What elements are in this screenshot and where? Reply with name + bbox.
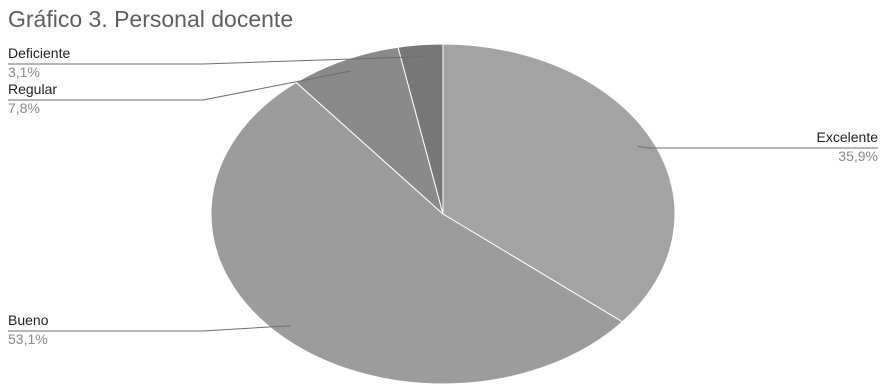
pie-slice-deficiente	[397, 43, 444, 215]
slice-label-deficiente: Deficiente 3,1%	[8, 45, 70, 80]
slice-value-regular: 7,8%	[8, 100, 40, 116]
leader-line-excelente	[637, 145, 878, 149]
slice-name-deficiente: Deficiente	[8, 45, 70, 61]
leader-line-regular	[8, 70, 352, 101]
slice-value-excelente: 35,9%	[838, 148, 878, 164]
slice-name-excelente: Excelente	[817, 129, 879, 145]
slice-label-excelente: Excelente 35,9%	[817, 129, 879, 164]
chart-title: Gráfico 3. Personal docente	[8, 6, 293, 32]
pie-slice-excelente	[442, 43, 676, 323]
leader-line-bueno	[8, 325, 291, 332]
pie-slice-bueno	[210, 81, 624, 385]
slice-name-regular: Regular	[8, 81, 57, 97]
leader-lines	[8, 56, 878, 332]
pie-slices	[210, 43, 676, 385]
slice-value-bueno: 53,1%	[8, 331, 48, 347]
slice-value-deficiente: 3,1%	[8, 64, 40, 80]
slice-label-regular: Regular 7,8%	[8, 81, 57, 116]
leader-line-deficiente	[8, 56, 423, 65]
slice-name-bueno: Bueno	[8, 312, 49, 328]
slice-label-bueno: Bueno 53,1%	[8, 312, 49, 347]
